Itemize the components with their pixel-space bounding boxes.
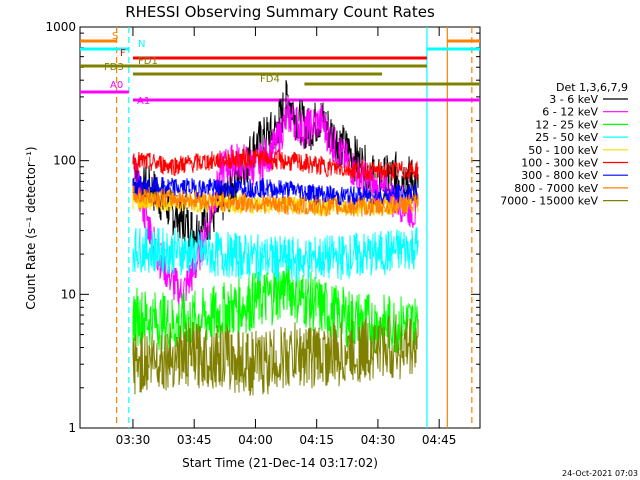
footer-timestamp: 24-Oct-2021 07:03 — [562, 469, 638, 478]
flag-bar-label: FD3 — [104, 62, 124, 73]
y-axis-label: Count Rate (s⁻¹ detector⁻¹) — [24, 146, 38, 309]
plot-frame — [79, 26, 481, 429]
legend-entry-label: 6 - 12 keV — [542, 106, 598, 119]
legend-entry-label: 100 - 300 keV — [521, 157, 598, 170]
y-tick-label: 100 — [53, 154, 76, 168]
y-tick-label: 1000 — [45, 20, 76, 34]
flag-bar-label: FD4 — [260, 74, 280, 85]
x-tick-label: 04:30 — [361, 433, 396, 447]
legend-entry-label: 300 - 800 keV — [521, 169, 598, 182]
series-line — [132, 148, 419, 181]
x-tick-label: 04:15 — [299, 433, 334, 447]
series-line — [132, 175, 419, 206]
y-tick-label: 1 — [68, 421, 76, 435]
flag-bar-label: FD1 — [138, 56, 158, 67]
series-line — [132, 96, 419, 310]
flag-bar-label: A0 — [110, 80, 123, 91]
x-tick-label: 03:30 — [116, 433, 151, 447]
legend-entry-label: 7000 - 15000 keV — [500, 195, 598, 208]
x-tick-label: 03:45 — [177, 433, 212, 447]
flag-bar-label: A1 — [137, 96, 150, 107]
chart-title: RHESSI Observing Summary Count Rates — [125, 3, 435, 21]
legend-entry-label: 800 - 7000 keV — [514, 182, 598, 195]
flag-bar-label: N — [138, 39, 145, 50]
plot-area: 1 10 100 1000 03:30 03:45 04:00 04:15 04:30 04:45… — [45, 20, 481, 447]
flag-bar-label: F — [120, 48, 126, 59]
x-tick-label: 04:45 — [422, 433, 457, 447]
legend-entry-label: 3 - 6 keV — [549, 93, 598, 106]
legend-entry-label: 50 - 100 keV — [528, 144, 598, 157]
x-axis-label: Start Time (21-Dec-14 03:17:02) — [182, 456, 378, 470]
legend-entry-label: 25 - 50 keV — [535, 131, 598, 144]
x-tick-label: 04:00 — [238, 433, 273, 447]
flag-bar-label: S — [112, 31, 118, 42]
legend-title: Det 1,3,6,7,9 — [556, 81, 628, 94]
series-line — [132, 226, 419, 283]
y-tick-label: 10 — [61, 287, 76, 301]
legend-entry-label: 12 - 25 keV — [535, 118, 598, 131]
series-line — [132, 185, 419, 217]
series-line — [132, 314, 419, 396]
